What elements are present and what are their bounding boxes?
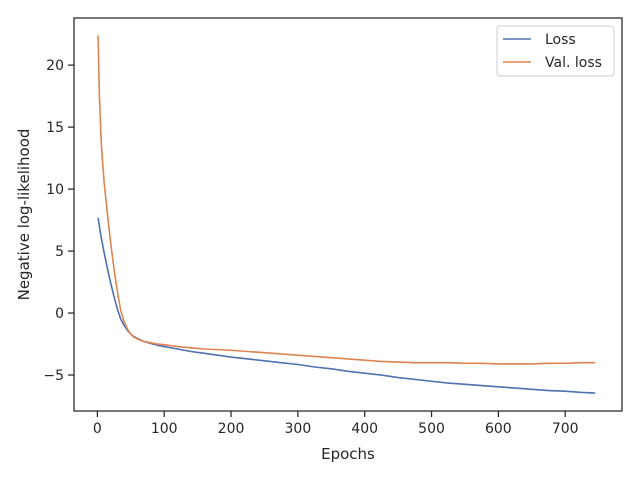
x-tick-label: 100 <box>151 421 178 437</box>
series-line-loss <box>97 217 596 394</box>
y-axis-ticks: −5 0 5 10 15 20 <box>43 58 74 384</box>
x-tick-label: 700 <box>552 421 579 437</box>
x-tick-label: 0 <box>93 421 102 437</box>
x-axis-label: Epochs <box>321 445 375 463</box>
x-tick-label: 200 <box>218 421 245 437</box>
x-tick-label: 600 <box>485 421 512 437</box>
y-tick-label: 0 <box>55 306 64 322</box>
y-tick-label: −5 <box>43 368 64 384</box>
series-line-val-loss <box>97 35 596 365</box>
legend-label: Val. loss <box>545 55 602 71</box>
legend-label: Loss <box>545 32 576 48</box>
x-tick-label: 500 <box>418 421 445 437</box>
x-axis-ticks: 0 100 200 300 400 500 600 700 <box>93 411 579 437</box>
y-axis-label: Negative log-likelihood <box>15 129 33 301</box>
x-tick-label: 300 <box>285 421 312 437</box>
plot-frame <box>73 17 623 412</box>
y-tick-label: 10 <box>46 182 64 198</box>
y-tick-label: 20 <box>46 58 64 74</box>
x-tick-label: 400 <box>351 421 378 437</box>
legend: Loss Val. loss <box>496 25 615 77</box>
series-layer <box>97 35 596 394</box>
y-tick-label: 5 <box>55 244 64 260</box>
y-tick-label: 15 <box>46 120 64 136</box>
